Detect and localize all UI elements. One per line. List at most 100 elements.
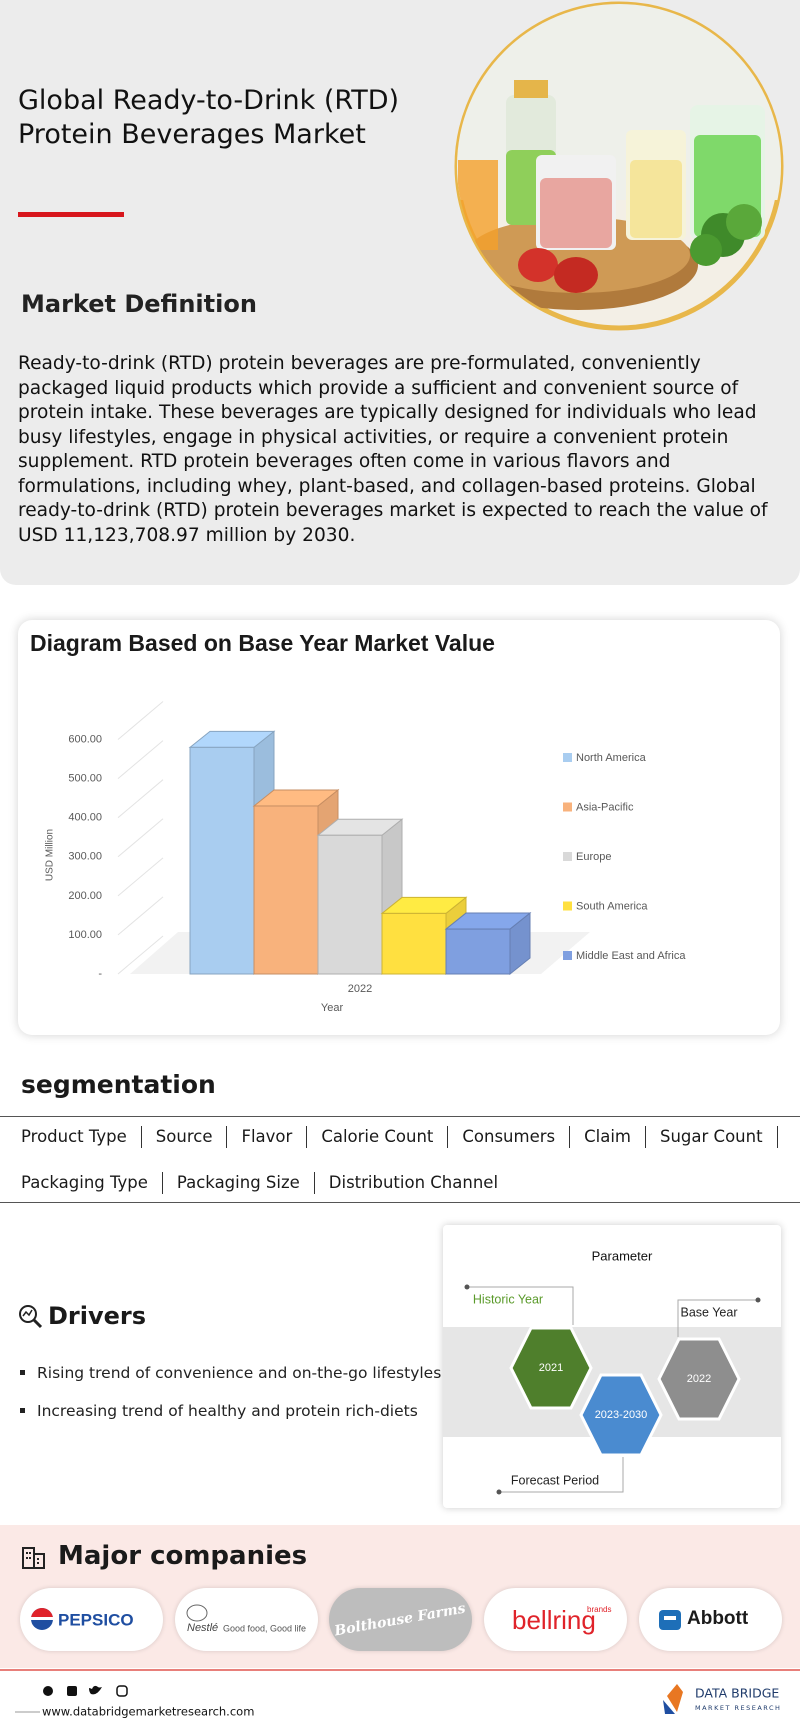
hexagon (509, 1326, 593, 1410)
y-tick-label: 400.00 (68, 812, 102, 824)
legend-label: Middle East and Africa (576, 950, 686, 962)
footer-line (0, 1669, 800, 1671)
driver-item: Increasing trend of healthy and protein … (20, 1402, 418, 1420)
forecast-label: Forecast Period (511, 1473, 599, 1487)
historic-label: Historic Year (473, 1292, 543, 1306)
segment: Packaging Size (161, 1172, 314, 1194)
brand-sub: MARKET RESEARCH (695, 1704, 781, 1712)
chart-card: Diagram Based on Base Year Market Value … (18, 620, 780, 1035)
chart-title: Diagram Based on Base Year Market Value (30, 630, 495, 656)
segment: Distribution Channel (313, 1172, 512, 1194)
connector (677, 1299, 758, 1337)
segment: Calorie Count (306, 1126, 447, 1148)
logo-text: Abbott (687, 1608, 749, 1629)
company-logo: Abbott (639, 1588, 782, 1651)
footer-url: www.databridgemarketresearch.com (42, 1705, 254, 1719)
y-tick-label: 300.00 (68, 851, 102, 863)
parameter-card: Parameter Historic Year Base Year Foreca… (443, 1225, 781, 1508)
legend-swatch (563, 901, 572, 911)
driver-item: Rising trend of convenience and on-the-g… (20, 1364, 441, 1382)
grid-line (117, 818, 164, 858)
title-underline (18, 212, 124, 217)
brand-logo (663, 1700, 675, 1714)
section-heading: Market Definition (21, 290, 257, 318)
y-tick-label: 600.00 (68, 733, 102, 745)
base-label: Base Year (681, 1305, 738, 1319)
bar (381, 912, 447, 975)
bar (253, 805, 319, 975)
legend-label: North America (576, 752, 647, 764)
social-icon (116, 1685, 128, 1697)
hexagon-label: 2022 (687, 1373, 711, 1385)
legend-swatch (563, 802, 572, 812)
social-icon (43, 1686, 53, 1696)
hero-image (454, 1, 784, 331)
hexagon (579, 1373, 663, 1457)
company-logo: PEPSICO (20, 1588, 163, 1651)
social-icon (89, 1685, 102, 1695)
definition-text: Ready-to-drink (RTD) protein beverages a… (18, 353, 768, 546)
section-heading: Major companies (58, 1541, 308, 1571)
divider (0, 1116, 800, 1117)
y-tick-label: 500.00 (68, 773, 102, 785)
connector-dot (496, 1489, 502, 1495)
section-heading: Drivers (48, 1302, 147, 1330)
segment: Packaging Type (21, 1173, 148, 1192)
logo-text: brands (587, 1605, 611, 1614)
y-tick-label: 100.00 (68, 929, 102, 941)
chart: Diagram Based on Base Year Market Value … (30, 630, 686, 1014)
section-heading: segmentation (21, 1070, 216, 1099)
x-tick-label: 2022 (348, 983, 372, 995)
legend-swatch (563, 852, 572, 861)
diagram-title: Parameter (592, 1248, 653, 1263)
y-axis-title: USD Million (45, 829, 56, 881)
page-title: Global Ready-to-Drink (RTD) Protein Beve… (18, 85, 400, 150)
drivers-icon (19, 1305, 43, 1329)
logo-text: Nestlé (187, 1622, 218, 1634)
logo-text: bellring (512, 1605, 596, 1635)
divider (0, 1202, 800, 1203)
segment-list: Product Type Source Flavor Calorie Count… (14, 1126, 794, 1194)
legend-label: Europe (576, 851, 611, 863)
footer: www.databridgemarketresearch.com DATA BR… (15, 1684, 781, 1719)
social-icon (67, 1686, 77, 1696)
company-logo: Nestlé Good food, Good life (175, 1588, 318, 1651)
brand-name: DATA BRIDGE (695, 1686, 779, 1701)
bar (189, 746, 255, 975)
grid-line (117, 896, 164, 936)
hexagon-label: 2023-2030 (595, 1409, 648, 1421)
grid-line (117, 935, 164, 975)
segment: Source (140, 1126, 227, 1148)
connector (499, 1457, 624, 1493)
hexagon-label: 2021 (539, 1362, 563, 1374)
y-tick-label: - (98, 968, 102, 980)
bar (445, 928, 511, 975)
segment: Claim (569, 1126, 645, 1148)
grid-line (117, 701, 164, 740)
hexagon (657, 1337, 741, 1421)
grid-line (117, 779, 164, 819)
connector (467, 1286, 574, 1325)
parameter-diagram: Parameter Historic Year Base Year Foreca… (443, 1248, 781, 1495)
segment: Consumers (447, 1126, 569, 1148)
connector-dot (755, 1297, 761, 1303)
logo-text: Bolthouse Farms (332, 1601, 466, 1640)
legend-label: Asia-Pacific (576, 801, 634, 813)
x-axis-title: Year (321, 1002, 344, 1014)
segment: Flavor (226, 1126, 306, 1148)
grid-line (117, 857, 164, 897)
legend-swatch (563, 753, 572, 762)
connector-dot (464, 1284, 470, 1290)
brand-logo (667, 1684, 683, 1712)
logo-text: Good food, Good life (223, 1623, 306, 1633)
y-tick-label: 200.00 (68, 890, 102, 902)
segment: Product Type (21, 1127, 127, 1146)
bar (317, 834, 383, 975)
logo-text: PEPSICO (58, 1610, 134, 1629)
legend-label: South America (576, 900, 648, 912)
company-logo: Bolthouse Farms (329, 1588, 472, 1651)
segment: Sugar Count (645, 1126, 778, 1148)
company-logo: bellring brands (484, 1588, 627, 1651)
grid-line (117, 740, 164, 779)
